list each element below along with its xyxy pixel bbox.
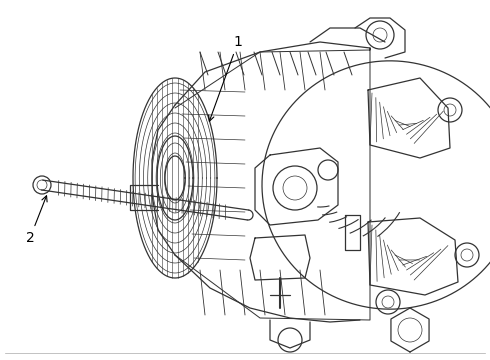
Text: 1: 1 (209, 35, 243, 121)
Text: 2: 2 (25, 196, 47, 245)
